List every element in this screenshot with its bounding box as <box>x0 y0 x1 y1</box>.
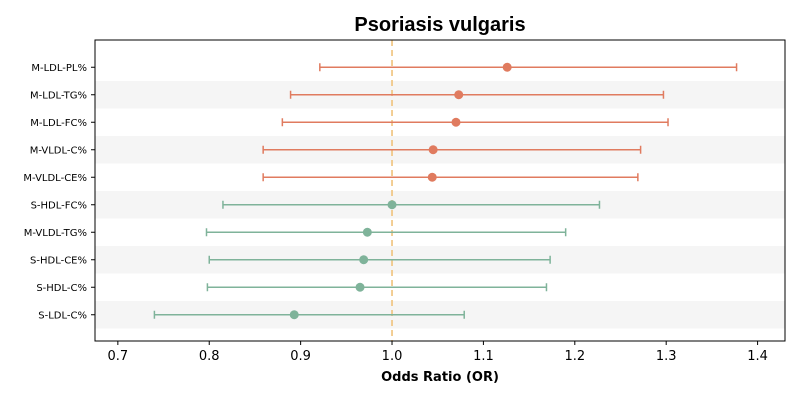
x-tick-label: 1.3 <box>656 349 677 364</box>
y-tick-label: S-LDL-C% <box>38 310 87 321</box>
x-axis: 0.7 0.8 0.9 1.0 1.1 1.2 1.3 1.4 <box>108 341 768 364</box>
y-tick-label: S-HDL-FC% <box>31 200 87 211</box>
y-tick-label: M-LDL-FC% <box>30 118 87 129</box>
x-tick-label: 1.4 <box>747 349 768 364</box>
y-tick-label: M-VLDL-TG% <box>24 228 87 239</box>
y-tick-label: M-LDL-TG% <box>30 90 87 101</box>
or-point <box>387 200 397 210</box>
x-tick-label: 0.7 <box>108 349 129 364</box>
x-tick-label: 0.8 <box>199 349 220 364</box>
y-tick-label: S-HDL-CE% <box>30 255 87 266</box>
y-tick-label: S-HDL-C% <box>36 283 87 294</box>
y-tick-label: M-VLDL-C% <box>30 145 87 156</box>
or-point <box>451 117 461 127</box>
plot-frame <box>94 39 786 342</box>
y-axis: M-LDL-PL% M-LDL-TG% M-LDL-FC% M-VLDL-C% M-VL… <box>23 63 95 321</box>
chart-title: Psoriasis vulgaris <box>354 14 525 36</box>
x-tick-label: 1.1 <box>473 349 494 364</box>
or-point <box>289 310 299 320</box>
y-tick-label: M-VLDL-CE% <box>23 173 87 184</box>
or-point <box>428 145 438 155</box>
x-tick-label: 1.0 <box>382 349 403 364</box>
or-point <box>427 172 437 182</box>
plot-marks <box>153 62 738 320</box>
or-point <box>502 62 512 72</box>
or-point <box>359 255 369 265</box>
y-tick-label: M-LDL-PL% <box>31 63 87 74</box>
or-point <box>355 282 365 292</box>
x-tick-label: 1.2 <box>564 349 585 364</box>
or-point <box>454 90 464 100</box>
x-axis-label: Odds Ratio (OR) <box>381 370 499 385</box>
x-tick-label: 0.9 <box>290 349 311 364</box>
or-point <box>362 227 372 237</box>
